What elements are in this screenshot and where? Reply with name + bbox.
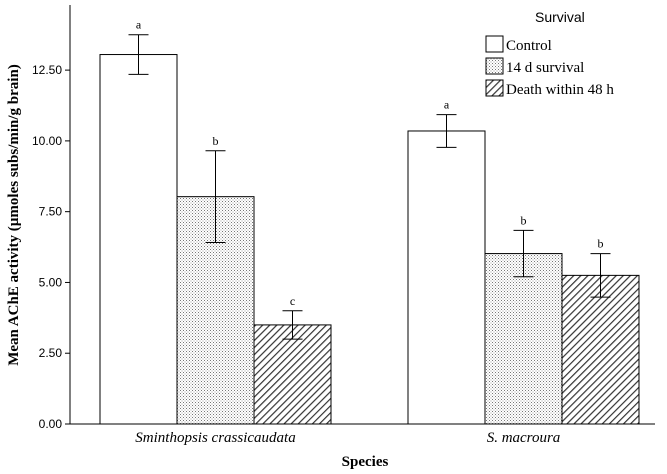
bar-2-2 [484,253,563,425]
x-axis-title: Species [342,454,389,470]
legend-title: Survival [535,9,585,25]
legend-swatch [485,79,504,97]
legend-entry-label: Death within 48 h [506,82,614,98]
bar-1-1 [99,54,178,425]
x-tick-label: Sminthopsis crassicaudata [135,430,295,446]
bars-layer: a b c a b b [99,18,640,425]
legend-swatch [485,57,504,75]
significance-label: b [213,134,219,148]
y-tick-label: 0.00 [39,417,63,431]
significance-label: b [521,213,527,227]
y-tick-label: 5.00 [39,275,63,289]
legend-entry-label: Control [506,38,552,54]
legend-swatch [485,35,504,53]
y-tick-label: 12.50 [32,63,62,77]
legend: Survival Control 14 d survival Death withi… [485,9,614,98]
significance-label: a [444,98,450,112]
bar-2-3 [561,274,640,425]
significance-label: b [598,237,604,251]
x-tick-label: S. macroura [487,430,561,446]
significance-label: a [136,18,142,32]
legend-entry-label: 14 d survival [506,60,584,76]
significance-label: c [290,294,295,308]
y-tick-label: 7.50 [39,205,63,219]
y-axis-title: Mean AChE activity (µmoles subs/min/g br… [6,64,22,366]
bar-1-3 [253,324,332,425]
axes-layer: Sminthopsis crassicaudata S. macroura 0.00… [32,5,655,446]
bar-2-1 [407,130,486,425]
y-tick-label: 2.50 [39,346,63,360]
y-tick-label: 10.00 [32,134,62,148]
